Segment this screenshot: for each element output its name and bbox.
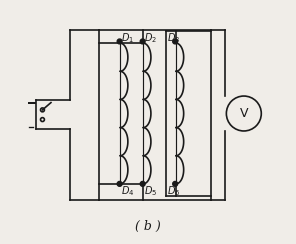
Circle shape <box>117 182 122 186</box>
Text: $D_1$: $D_1$ <box>121 31 134 45</box>
Text: $D_2$: $D_2$ <box>144 31 157 45</box>
Circle shape <box>173 39 178 44</box>
Circle shape <box>117 39 122 44</box>
Circle shape <box>140 182 145 186</box>
Circle shape <box>140 39 145 44</box>
Text: $D_5$: $D_5$ <box>144 184 157 198</box>
Text: ( b ): ( b ) <box>135 220 161 233</box>
Text: $D_4$: $D_4$ <box>121 184 134 198</box>
Text: $D_3$: $D_3$ <box>168 31 181 45</box>
Text: $D_6$: $D_6$ <box>168 184 181 198</box>
Circle shape <box>173 182 178 186</box>
Text: $\rm V$: $\rm V$ <box>239 107 249 120</box>
